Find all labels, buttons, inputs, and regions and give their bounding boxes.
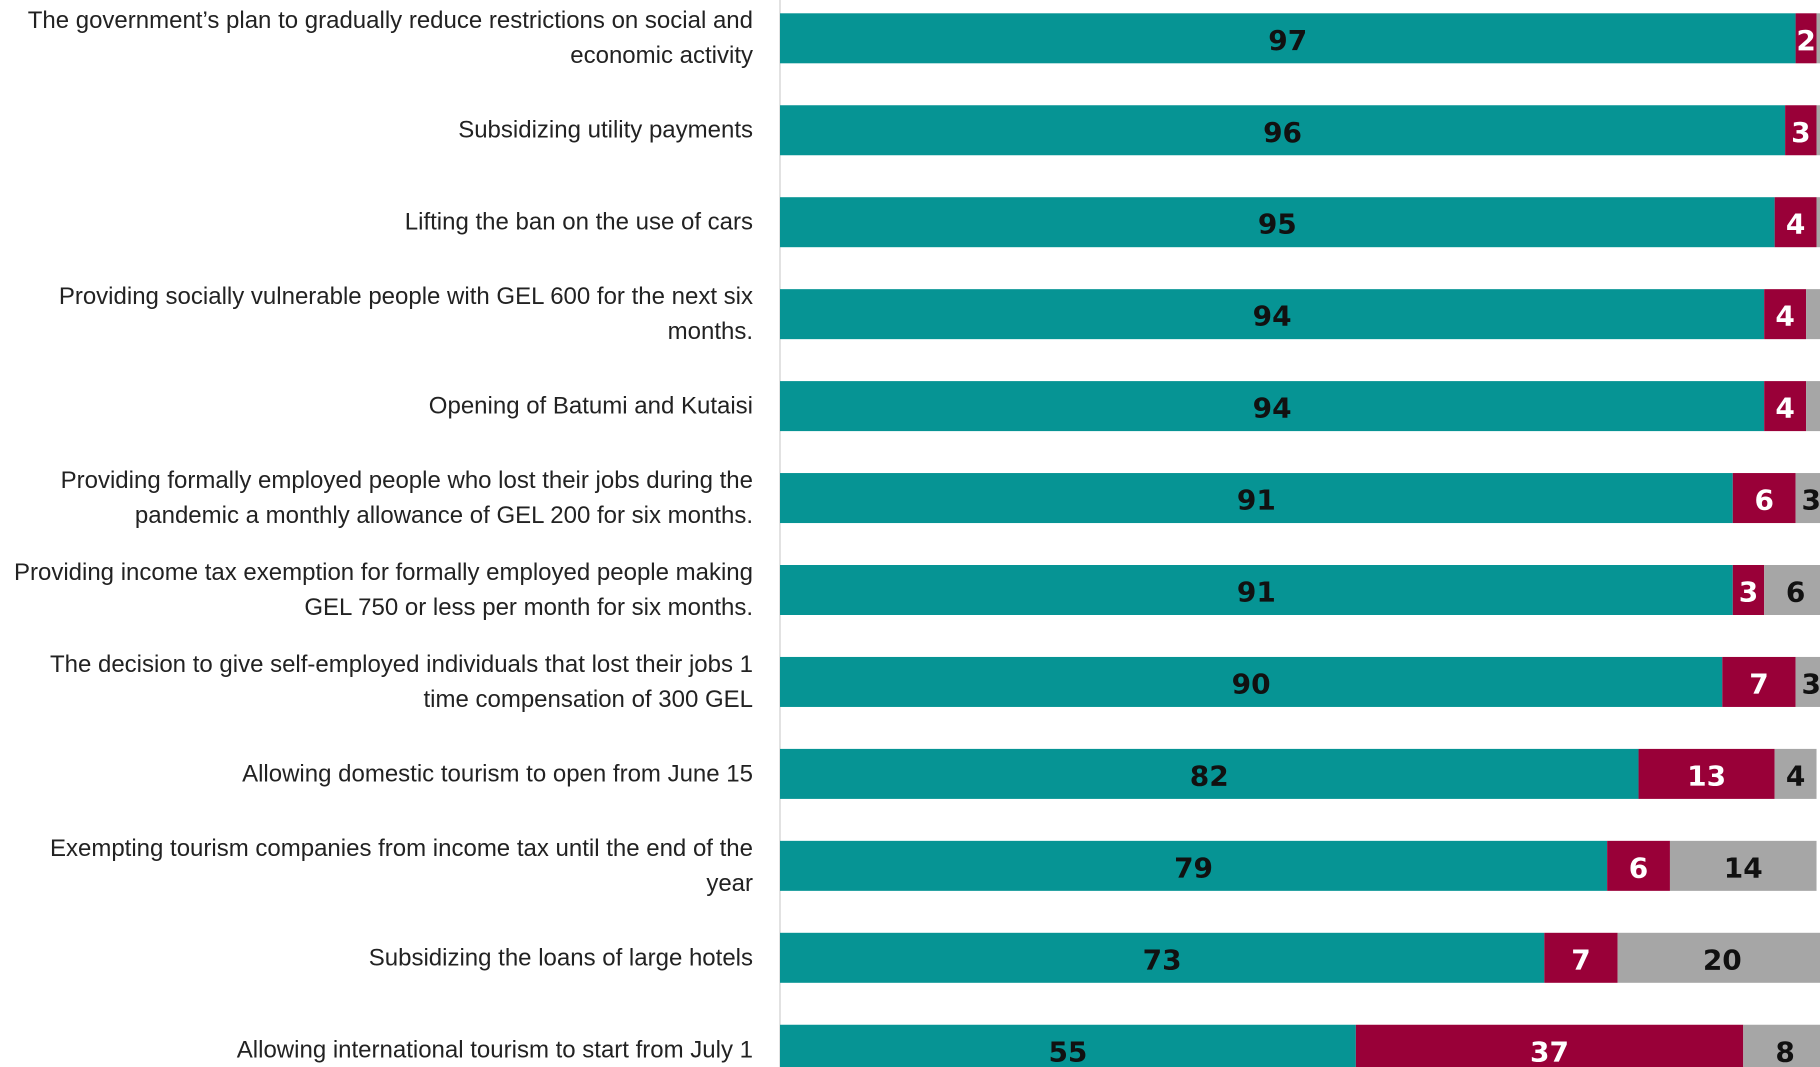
bar-segment xyxy=(1816,197,1820,248)
bar-segment xyxy=(1732,473,1796,524)
category-label: Providing formally employed people who l… xyxy=(60,467,753,530)
value-label: 4 xyxy=(1775,300,1794,333)
value-label: 91 xyxy=(1237,484,1276,517)
value-label: 90 xyxy=(1232,667,1271,700)
category-label: Lifting the ban on the use of cars xyxy=(404,208,753,236)
bar-segment xyxy=(1774,197,1817,248)
category-label: Allowing domestic tourism to open from J… xyxy=(242,760,753,788)
value-label: 4 xyxy=(1775,392,1794,425)
bar-segment xyxy=(1607,840,1670,891)
value-label: 3 xyxy=(1791,116,1810,149)
value-label: 95 xyxy=(1258,208,1297,241)
category-label: The government’s plan to gradually reduc… xyxy=(27,7,753,70)
value-label: 82 xyxy=(1190,759,1229,792)
bar-segment xyxy=(1785,105,1817,156)
value-label: 13 xyxy=(1687,759,1726,792)
value-label: 7 xyxy=(1571,943,1590,976)
bar-segment xyxy=(1732,565,1765,615)
value-label: 37 xyxy=(1530,1035,1569,1067)
value-label: 6 xyxy=(1754,484,1773,517)
bar-segment xyxy=(1764,565,1820,615)
bar-segment xyxy=(780,473,1733,524)
bar-segment xyxy=(1764,289,1807,340)
value-label: 91 xyxy=(1237,576,1276,609)
category-label: Exempting tourism companies from income … xyxy=(49,834,753,897)
bar-segment xyxy=(1774,748,1817,799)
bar-segment xyxy=(780,381,1765,432)
value-label: 4 xyxy=(1786,208,1805,241)
category-label: Opening of Batumi and Kutaisi xyxy=(428,392,753,420)
value-label: 2 xyxy=(1796,24,1815,57)
bar-segment xyxy=(780,105,1786,156)
bar-segment xyxy=(780,1024,1356,1067)
bar-segment xyxy=(1743,1024,1820,1067)
bar-segment xyxy=(780,197,1775,248)
bar-segment xyxy=(1795,13,1817,64)
bar-segment xyxy=(780,565,1733,615)
bar-segment xyxy=(780,932,1545,983)
value-label: 20 xyxy=(1703,943,1742,976)
value-label: 6 xyxy=(1629,851,1648,884)
value-label: 7 xyxy=(1749,667,1768,700)
category-label: The decision to give self-employed indiv… xyxy=(49,650,753,713)
bar-segment xyxy=(780,656,1723,707)
value-label: 97 xyxy=(1268,24,1307,57)
value-label: 94 xyxy=(1253,300,1292,333)
value-label: 6 xyxy=(1786,576,1805,609)
category-label: Allowing international tourism to start … xyxy=(236,1036,753,1064)
value-label: 79 xyxy=(1174,851,1213,884)
bar-segment xyxy=(780,840,1608,891)
category-label: Providing socially vulnerable people wit… xyxy=(58,283,753,346)
bar-segment xyxy=(780,748,1639,799)
category-label: Providing income tax exemption for forma… xyxy=(13,559,753,621)
bar-segment xyxy=(1806,289,1820,340)
bar-segment xyxy=(1795,656,1820,707)
bar-segment xyxy=(1638,748,1775,799)
bar-segment xyxy=(1764,381,1807,432)
bar-segment xyxy=(1816,13,1820,64)
bar-segment xyxy=(1669,840,1817,891)
category-label: Subsidizing the loans of large hotels xyxy=(368,944,753,972)
bar-segment xyxy=(1617,932,1820,983)
bar-segment xyxy=(780,13,1796,64)
bar-segment xyxy=(1355,1024,1744,1067)
bar-segment xyxy=(1806,381,1820,432)
bar-segment xyxy=(1795,473,1820,524)
bar-segment xyxy=(1722,656,1796,707)
value-label: 3 xyxy=(1802,667,1820,700)
value-label: 55 xyxy=(1048,1035,1087,1067)
value-label: 96 xyxy=(1263,116,1302,149)
value-label: 3 xyxy=(1739,576,1758,609)
category-label: Subsidizing utility payments xyxy=(458,116,753,144)
value-label: 8 xyxy=(1775,1035,1794,1067)
bar-segment xyxy=(1544,932,1618,983)
value-label: 73 xyxy=(1143,943,1182,976)
value-label: 14 xyxy=(1724,851,1763,884)
value-label: 3 xyxy=(1802,484,1820,517)
bar-segment xyxy=(1816,105,1820,156)
bar-segment xyxy=(780,289,1765,340)
value-label: 94 xyxy=(1253,392,1292,425)
value-label: 4 xyxy=(1786,759,1805,792)
